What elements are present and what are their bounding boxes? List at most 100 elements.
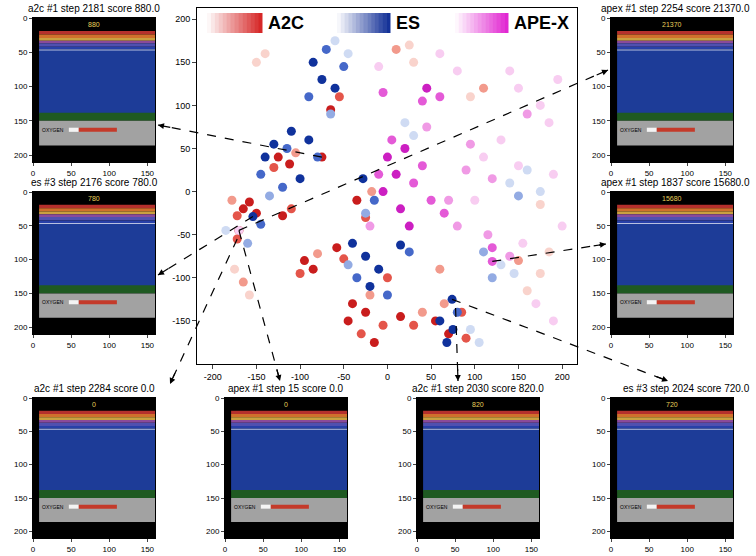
svg-text:100: 100: [103, 341, 117, 350]
svg-text:-100: -100: [172, 273, 190, 283]
svg-text:100: 100: [14, 255, 28, 264]
svg-text:100: 100: [592, 255, 606, 264]
svg-text:200: 200: [398, 527, 412, 536]
svg-text:150: 150: [14, 117, 28, 126]
svg-text:50: 50: [451, 545, 460, 554]
svg-text:0: 0: [284, 401, 288, 408]
svg-text:21370: 21370: [662, 21, 682, 28]
svg-text:820: 820: [472, 401, 484, 408]
svg-text:0: 0: [609, 169, 614, 178]
svg-text:200: 200: [14, 323, 28, 332]
svg-text:50: 50: [259, 545, 268, 554]
svg-text:200: 200: [555, 372, 570, 382]
svg-text:15680: 15680: [662, 195, 682, 202]
svg-text:150: 150: [141, 169, 155, 178]
svg-text:50: 50: [402, 427, 411, 436]
svg-text:100: 100: [681, 545, 695, 554]
svg-text:150: 150: [719, 341, 733, 350]
svg-text:880: 880: [88, 21, 100, 28]
svg-text:100: 100: [398, 460, 412, 469]
svg-text:200: 200: [592, 527, 606, 536]
svg-text:100: 100: [295, 545, 309, 554]
svg-text:50: 50: [18, 427, 27, 436]
svg-text:50: 50: [645, 169, 654, 178]
svg-text:50: 50: [67, 169, 76, 178]
svg-text:150: 150: [592, 289, 606, 298]
svg-text:OXYGEN: OXYGEN: [426, 504, 448, 510]
svg-text:0: 0: [385, 372, 390, 382]
svg-text:apex #1 step 1837 score 15680.: apex #1 step 1837 score 15680.0: [601, 177, 750, 188]
svg-text:0: 0: [31, 545, 36, 554]
svg-text:100: 100: [487, 545, 501, 554]
svg-text:-150: -150: [172, 316, 190, 326]
svg-text:a2c #1 step 2284 score 0.0: a2c #1 step 2284 score 0.0: [34, 383, 155, 394]
svg-text:200: 200: [592, 151, 606, 160]
svg-text:150: 150: [14, 494, 28, 503]
svg-text:200: 200: [14, 151, 28, 160]
svg-text:0: 0: [23, 394, 28, 403]
svg-text:es #3 step 2024 score 720.0: es #3 step 2024 score 720.0: [623, 383, 750, 394]
svg-text:ES: ES: [396, 13, 420, 33]
svg-text:0: 0: [223, 545, 228, 554]
svg-text:100: 100: [206, 460, 220, 469]
svg-text:apex #1 step 2254 score 21370.: apex #1 step 2254 score 21370.0: [601, 3, 750, 14]
svg-text:OXYGEN: OXYGEN: [234, 504, 256, 510]
svg-text:0: 0: [23, 14, 28, 23]
svg-text:200: 200: [175, 14, 190, 24]
svg-text:OXYGEN: OXYGEN: [42, 299, 64, 305]
svg-text:0: 0: [415, 545, 420, 554]
svg-text:50: 50: [596, 427, 605, 436]
svg-text:150: 150: [592, 494, 606, 503]
svg-text:es #3 step 2176 score 780.0: es #3 step 2176 score 780.0: [31, 177, 158, 188]
svg-text:150: 150: [719, 169, 733, 178]
svg-text:50: 50: [645, 341, 654, 350]
svg-text:50: 50: [596, 48, 605, 57]
svg-text:OXYGEN: OXYGEN: [42, 504, 64, 510]
svg-text:50: 50: [67, 341, 76, 350]
svg-text:100: 100: [14, 82, 28, 91]
svg-text:50: 50: [18, 222, 27, 231]
svg-text:-100: -100: [291, 372, 309, 382]
svg-text:150: 150: [206, 494, 220, 503]
svg-text:780: 780: [88, 195, 100, 202]
svg-text:a2c #1 step 2181 score 880.0: a2c #1 step 2181 score 880.0: [28, 3, 160, 14]
svg-text:OXYGEN: OXYGEN: [620, 299, 642, 305]
svg-text:200: 200: [592, 323, 606, 332]
svg-text:150: 150: [175, 57, 190, 67]
svg-text:100: 100: [14, 460, 28, 469]
svg-text:150: 150: [141, 341, 155, 350]
svg-text:100: 100: [103, 545, 117, 554]
svg-text:0: 0: [31, 169, 36, 178]
svg-text:50: 50: [596, 222, 605, 231]
svg-text:0: 0: [23, 188, 28, 197]
svg-text:150: 150: [14, 289, 28, 298]
svg-text:150: 150: [719, 545, 733, 554]
svg-text:-150: -150: [247, 372, 265, 382]
svg-text:0: 0: [185, 187, 190, 197]
svg-text:50: 50: [67, 545, 76, 554]
svg-text:100: 100: [681, 341, 695, 350]
svg-text:APE-X: APE-X: [514, 13, 569, 33]
svg-text:0: 0: [601, 394, 606, 403]
svg-text:150: 150: [525, 545, 539, 554]
svg-text:0: 0: [609, 341, 614, 350]
svg-text:100: 100: [592, 460, 606, 469]
svg-text:150: 150: [592, 117, 606, 126]
svg-text:200: 200: [206, 527, 220, 536]
svg-text:150: 150: [141, 545, 155, 554]
svg-text:50: 50: [426, 372, 436, 382]
svg-text:A2C: A2C: [268, 13, 304, 33]
svg-text:-200: -200: [204, 372, 222, 382]
svg-text:apex #1 step 15 score 0.0: apex #1 step 15 score 0.0: [228, 383, 344, 394]
svg-text:100: 100: [592, 82, 606, 91]
svg-text:0: 0: [31, 341, 36, 350]
svg-text:720: 720: [666, 401, 678, 408]
svg-text:0: 0: [92, 401, 96, 408]
svg-text:150: 150: [398, 494, 412, 503]
svg-text:150: 150: [333, 545, 347, 554]
svg-text:0: 0: [609, 545, 614, 554]
svg-text:150: 150: [511, 372, 526, 382]
svg-text:0: 0: [601, 14, 606, 23]
svg-text:100: 100: [103, 169, 117, 178]
svg-text:100: 100: [467, 372, 482, 382]
